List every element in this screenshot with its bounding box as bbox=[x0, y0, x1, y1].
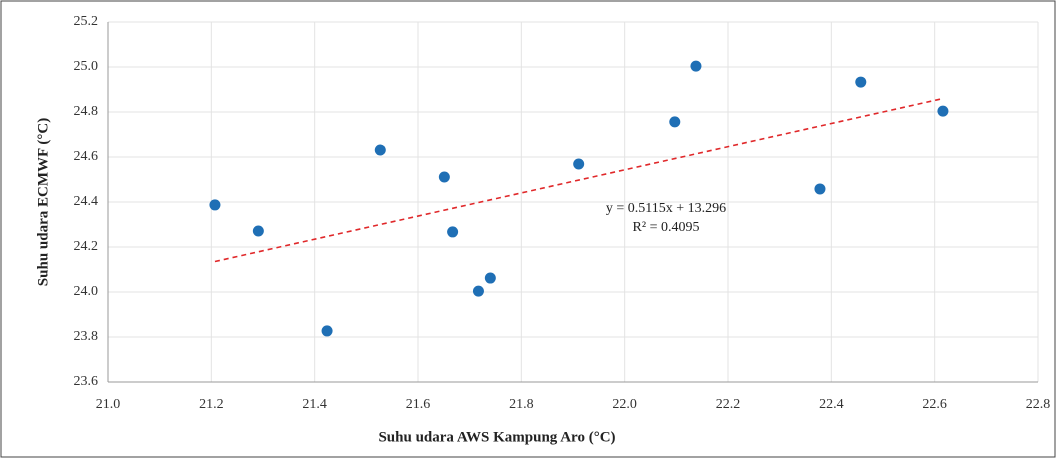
x-tick-label: 21.6 bbox=[406, 397, 431, 412]
y-tick-label: 24.0 bbox=[74, 284, 99, 299]
point bbox=[484, 272, 496, 284]
r-squared: R² = 0.4095 bbox=[633, 220, 700, 235]
point bbox=[690, 60, 702, 72]
point bbox=[209, 199, 221, 211]
point bbox=[855, 76, 867, 88]
y-tick-label: 24.2 bbox=[74, 239, 99, 254]
point bbox=[573, 158, 585, 170]
x-tick-label: 21.4 bbox=[302, 397, 327, 412]
point bbox=[374, 144, 386, 156]
y-tick-label: 24.4 bbox=[74, 194, 99, 209]
x-tick-label: 21.0 bbox=[96, 397, 121, 412]
point bbox=[252, 225, 264, 237]
point bbox=[321, 325, 333, 337]
y-tick-label: 23.6 bbox=[74, 374, 99, 389]
y-tick-label: 24.6 bbox=[74, 149, 99, 164]
y-tick-label: 24.8 bbox=[74, 104, 99, 119]
point bbox=[669, 116, 681, 128]
y-tick-label: 25.0 bbox=[74, 59, 99, 74]
x-axis-title: Suhu udara AWS Kampung Aro (°C) bbox=[378, 429, 615, 445]
point bbox=[472, 285, 484, 297]
y-tick-label: 23.8 bbox=[74, 329, 99, 344]
x-tick-label: 22.8 bbox=[1026, 397, 1051, 412]
x-tick-label: 22.4 bbox=[819, 397, 844, 412]
y-tick-label: 25.2 bbox=[74, 14, 99, 29]
trend-line bbox=[214, 97, 944, 263]
point bbox=[814, 183, 826, 195]
x-tick-label: 22.6 bbox=[922, 397, 947, 412]
point bbox=[447, 226, 459, 238]
y-axis-title: Suhu udara ECMWF (°C) bbox=[35, 118, 51, 286]
x-tick-label: 22.2 bbox=[716, 397, 741, 412]
equation: y = 0.5115x + 13.296 bbox=[606, 201, 726, 216]
x-tick-label: 21.2 bbox=[199, 397, 224, 412]
point bbox=[937, 105, 949, 117]
x-tick-label: 21.8 bbox=[509, 397, 534, 412]
x-tick-label: 22.0 bbox=[612, 397, 637, 412]
point bbox=[438, 171, 450, 183]
